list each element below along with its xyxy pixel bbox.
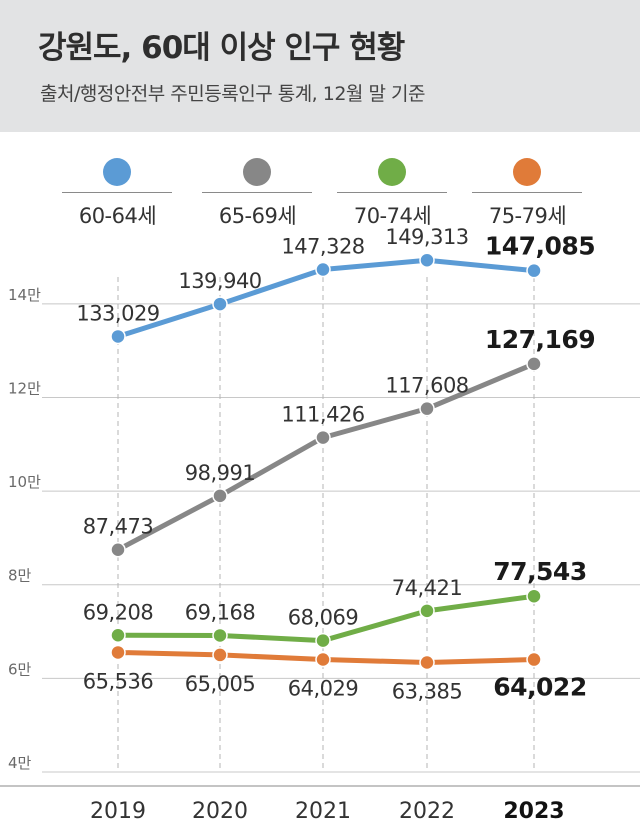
legend-item-65-69: 65-69세 <box>200 150 340 240</box>
data-label: 111,426 <box>281 403 364 427</box>
data-label: 65,536 <box>83 669 154 693</box>
data-label: 98,991 <box>185 461 255 485</box>
legend-dot-75-79 <box>513 158 541 186</box>
data-point <box>212 296 228 312</box>
data-point <box>419 654 435 671</box>
data-label: 147,085 <box>485 232 595 261</box>
data-label: 69,168 <box>185 600 255 624</box>
data-point <box>315 261 331 278</box>
data-label: 147,328 <box>281 235 364 259</box>
data-point <box>212 627 228 644</box>
header-panel: 강원도, 60대 이상 인구 현황 출처/행정안전부 주민등록인구 통계, 12… <box>0 0 640 132</box>
data-label: 69,208 <box>83 600 153 624</box>
data-label: 127,169 <box>485 325 595 354</box>
x-tick-label: 2022 <box>399 799 455 824</box>
legend-divider <box>472 192 582 193</box>
data-label: 64,022 <box>493 673 586 702</box>
data-point <box>419 400 435 417</box>
chart-subtitle: 출처/행정안전부 주민등록인구 통계, 12월 말 기준 <box>40 83 425 105</box>
legend-label-65-69: 65-69세 <box>218 204 297 228</box>
legend-item-75-79: 75-79세 <box>470 150 610 240</box>
data-label: 117,608 <box>385 374 468 398</box>
y-tick-label: 6만 <box>8 660 32 678</box>
x-tick-label: 2019 <box>90 799 146 824</box>
legend-label-70-74: 70-74세 <box>353 204 432 228</box>
legend: 60-64세 65-69세 70-74세 75-79세 <box>0 150 640 240</box>
data-label: 68,069 <box>288 606 358 630</box>
y-tick-label: 10만 <box>8 473 41 491</box>
data-label: 133,029 <box>76 301 159 325</box>
data-label: 87,473 <box>83 515 153 539</box>
data-point <box>526 356 542 372</box>
data-label: 74,421 <box>392 576 462 600</box>
data-point <box>526 588 542 604</box>
data-point <box>212 488 228 504</box>
legend-item-60-64: 60-64세 <box>60 150 200 240</box>
chart-title: 강원도, 60대 이상 인구 현황 <box>38 30 405 66</box>
y-tick-label: 8만 <box>8 567 32 585</box>
y-tick-label: 4만 <box>8 754 32 772</box>
data-point <box>315 429 331 446</box>
legend-dot-65-69 <box>243 158 271 186</box>
data-point <box>526 651 542 668</box>
legend-label-60-64: 60-64세 <box>78 204 157 228</box>
legend-dot-70-74 <box>378 158 406 186</box>
data-point <box>315 632 331 649</box>
legend-dot-60-64 <box>103 158 131 186</box>
data-label: 64,029 <box>288 677 358 701</box>
legend-divider <box>62 192 172 193</box>
x-tick-label: 2021 <box>295 799 351 824</box>
x-tick-label: 2023 <box>503 799 564 824</box>
y-tick-label: 14만 <box>8 286 41 304</box>
data-point <box>110 541 126 558</box>
data-point <box>419 603 435 619</box>
data-point <box>315 651 331 668</box>
data-label: 63,385 <box>392 680 462 704</box>
legend-label-75-79: 75-79세 <box>488 204 567 228</box>
series-line <box>115 361 537 553</box>
data-point <box>212 647 228 663</box>
data-point <box>110 627 126 644</box>
legend-divider <box>202 192 312 193</box>
legend-item-70-74: 70-74세 <box>335 150 475 240</box>
data-label: 65,005 <box>185 672 255 696</box>
data-label: 139,940 <box>178 269 261 293</box>
data-point <box>526 262 542 279</box>
y-tick-label: 12만 <box>8 379 41 397</box>
legend-divider <box>337 192 447 193</box>
x-tick-label: 2020 <box>192 799 248 824</box>
data-label: 149,313 <box>385 225 468 249</box>
data-label: 77,543 <box>493 557 586 586</box>
data-point <box>110 328 126 345</box>
data-point <box>419 252 435 268</box>
data-point <box>110 644 126 661</box>
